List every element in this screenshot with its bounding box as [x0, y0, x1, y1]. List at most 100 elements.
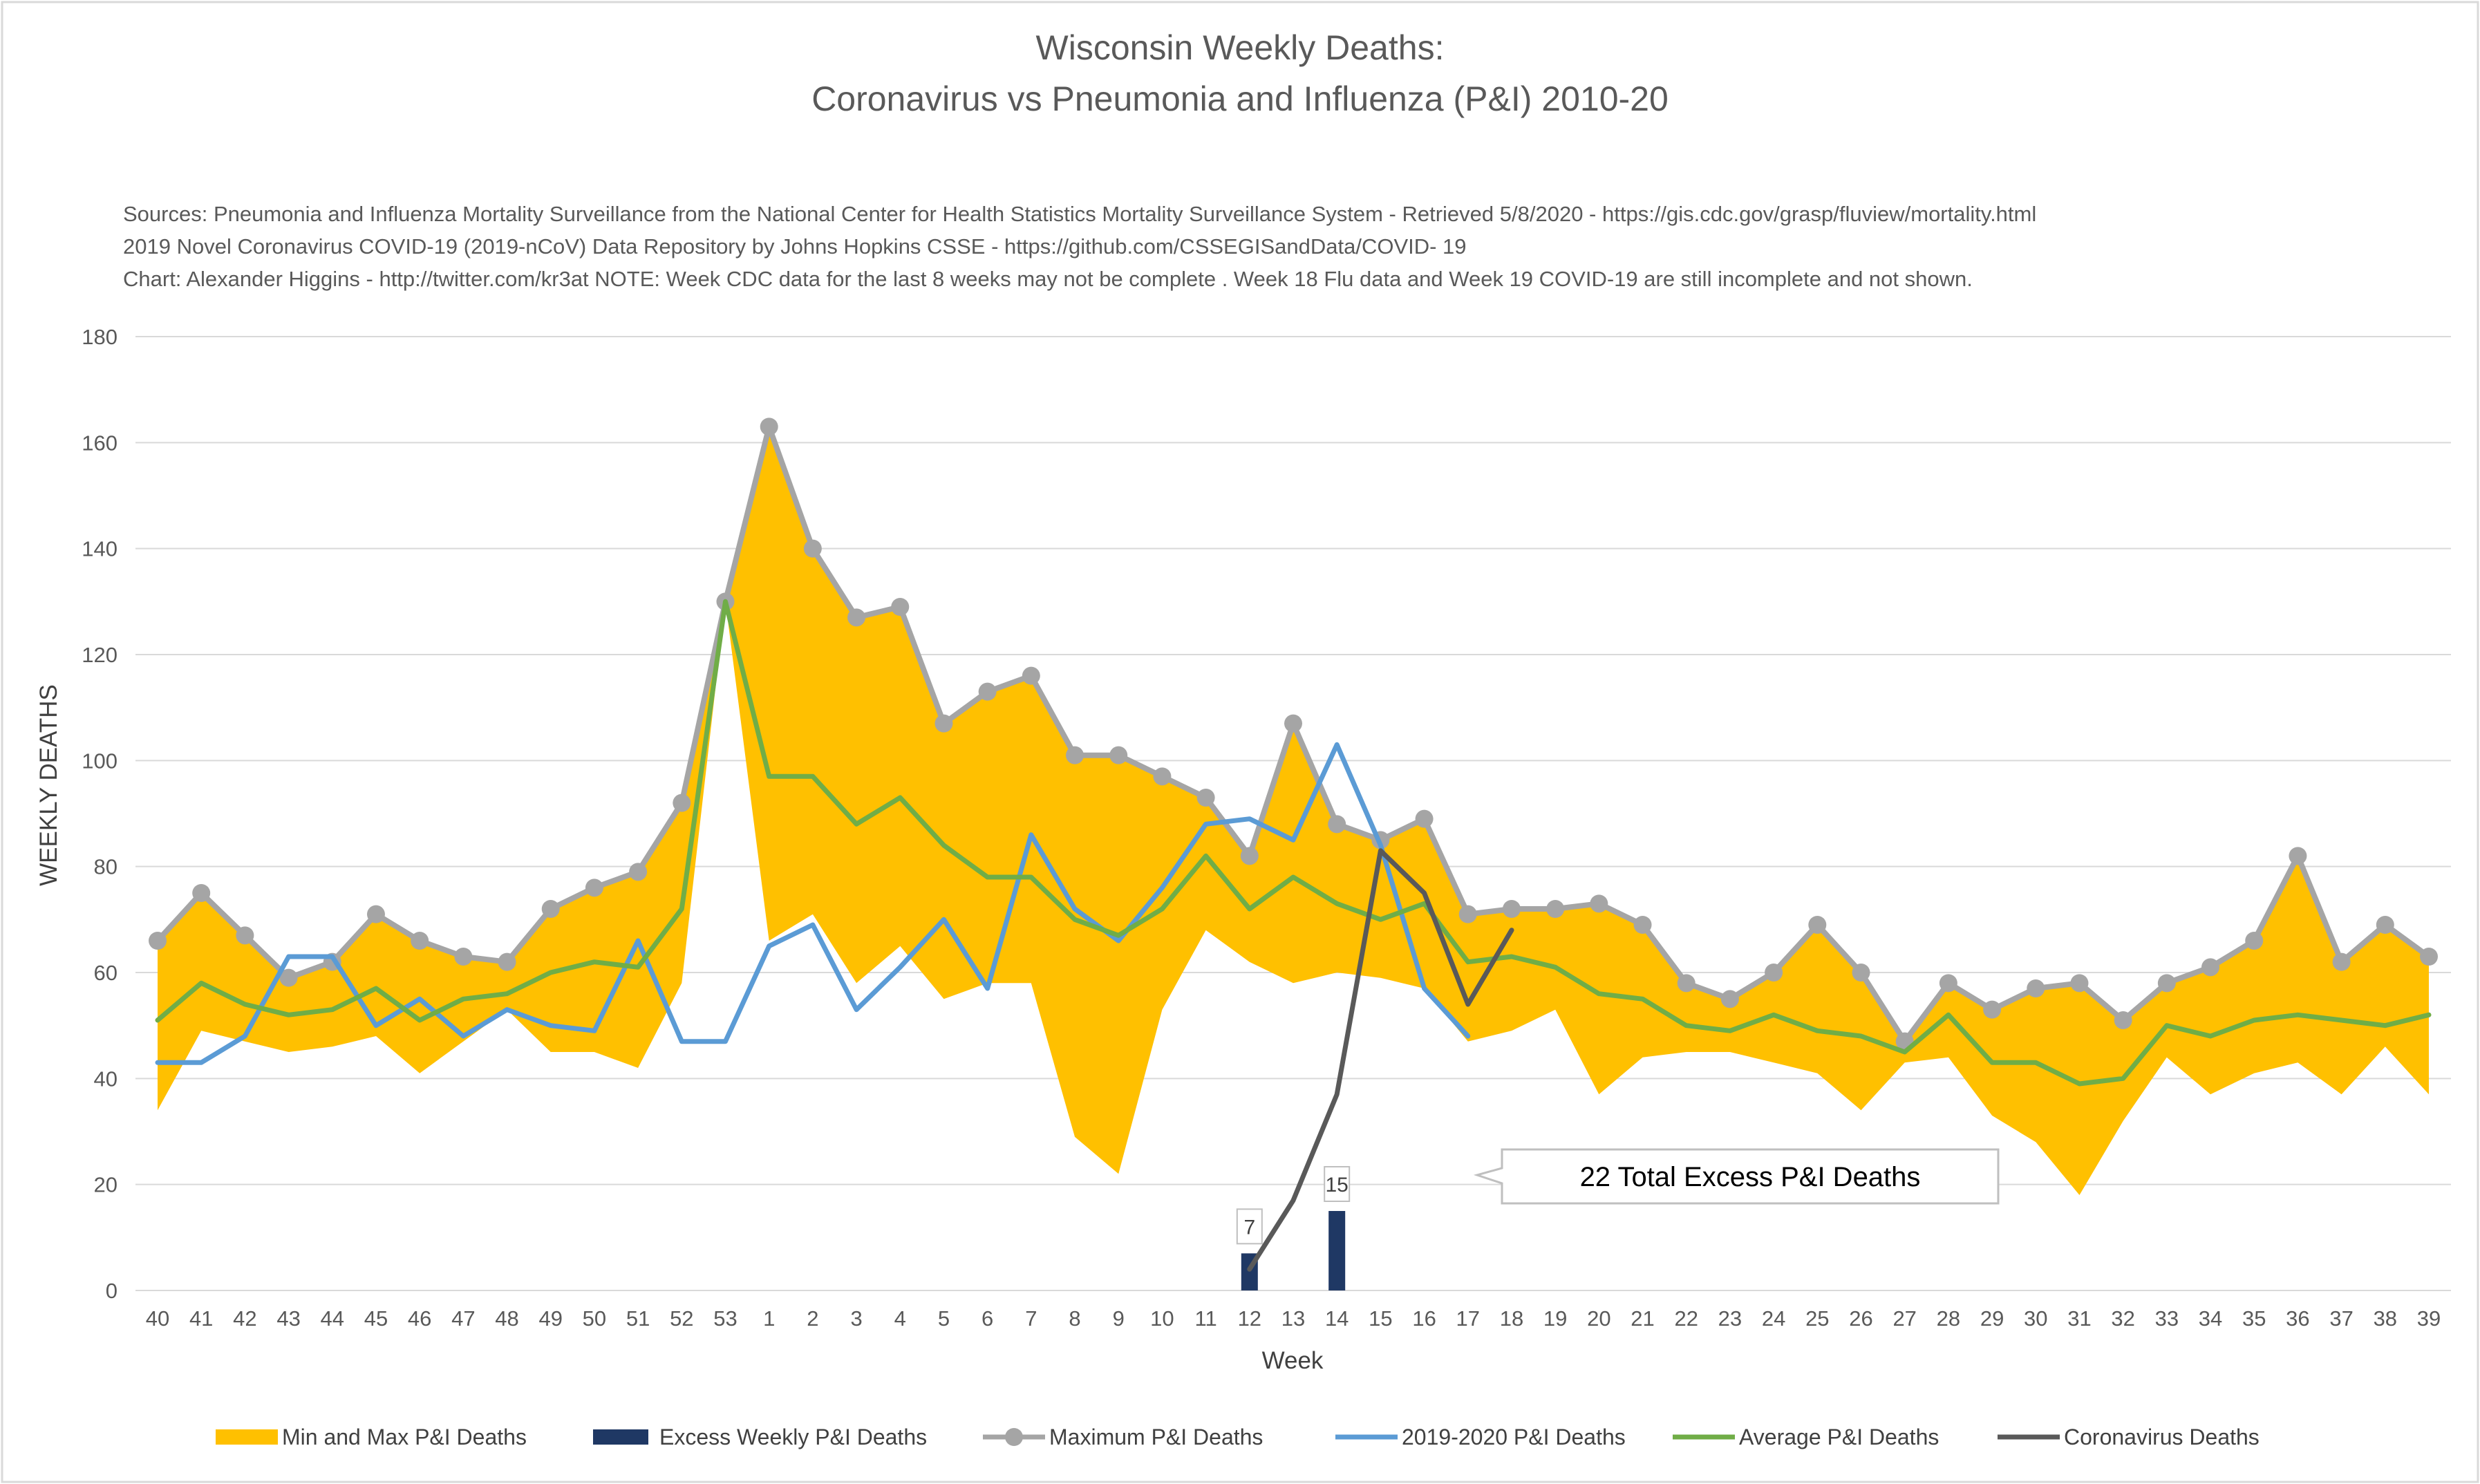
series-marker — [2289, 847, 2307, 865]
chart-title-line1: Wisconsin Weekly Deaths: — [1036, 28, 1445, 67]
x-tick-label: 23 — [1718, 1306, 1742, 1331]
y-tick-label: 120 — [82, 643, 118, 667]
series-marker — [847, 608, 866, 627]
x-tick-label: 45 — [364, 1306, 388, 1331]
x-tick-label: 4 — [894, 1306, 906, 1331]
x-axis-ticks: 40 41 42 43 44 45 46 47 48 49 50 51 52 53 1 2 3 4 5 6 7 8 9 10 1… — [146, 1306, 2441, 1331]
legend-marker — [1005, 1428, 1023, 1446]
series-marker — [1677, 974, 1695, 993]
series-marker — [2114, 1011, 2132, 1029]
x-tick-label: 50 — [583, 1306, 606, 1331]
series-marker — [411, 932, 429, 950]
x-tick-label: 11 — [1195, 1306, 1217, 1331]
x-tick-label: 1 — [763, 1306, 775, 1331]
series-marker — [2070, 974, 2089, 993]
legend-label: Coronavirus Deaths — [2064, 1425, 2260, 1449]
series-marker — [1546, 900, 1565, 918]
legend-label: 2019-2020 P&I Deaths — [1402, 1425, 1626, 1449]
legend-label: Average P&I Deaths — [1739, 1425, 1939, 1449]
series-marker — [673, 793, 691, 812]
series-marker — [1196, 789, 1215, 807]
x-tick-label: 38 — [2374, 1306, 2397, 1331]
series-marker — [454, 948, 473, 966]
legend-label: Excess Weekly P&I Deaths — [659, 1425, 927, 1449]
series-marker — [585, 879, 603, 897]
x-tick-label: 30 — [2024, 1306, 2047, 1331]
legend-label: Min and Max P&I Deaths — [282, 1425, 527, 1449]
x-tick-label: 34 — [2199, 1306, 2222, 1331]
data-label: 15 — [1326, 1174, 1349, 1196]
series-line — [155, 599, 2432, 1087]
series-marker — [1808, 916, 1827, 934]
legend: Min and Max P&I Deaths Excess Weekly P&I … — [216, 1425, 2260, 1449]
series-marker — [192, 884, 211, 902]
series-marker — [1939, 974, 1957, 993]
x-tick-label: 13 — [1281, 1306, 1305, 1331]
series-marker — [2245, 932, 2264, 950]
source-line-3: Chart: Alexander Higgins - http://twitte… — [123, 267, 1973, 291]
x-tick-label: 47 — [451, 1306, 475, 1331]
x-tick-label: 42 — [233, 1306, 256, 1331]
x-tick-label: 2 — [807, 1306, 818, 1331]
y-tick-label: 100 — [82, 749, 118, 773]
x-tick-label: 10 — [1150, 1306, 1174, 1331]
chart-title-line2: Coronavirus vs Pneumonia and Influenza (… — [811, 79, 1669, 118]
series-marker — [1502, 900, 1521, 918]
y-tick-label: 60 — [94, 961, 118, 985]
series-marker — [1765, 964, 1783, 981]
x-tick-label: 14 — [1325, 1306, 1349, 1331]
x-tick-label: 20 — [1587, 1306, 1610, 1331]
x-tick-label: 31 — [2067, 1306, 2091, 1331]
series-marker — [2157, 974, 2176, 993]
x-tick-label: 53 — [713, 1306, 737, 1331]
series-marker — [2332, 952, 2351, 971]
series-marker — [803, 539, 822, 558]
x-tick-label: 39 — [2417, 1306, 2441, 1331]
series-marker — [1983, 1000, 2002, 1019]
x-tick-label: 6 — [981, 1306, 993, 1331]
x-tick-label: 51 — [626, 1306, 650, 1331]
legend-swatch — [216, 1429, 278, 1445]
data-label: 7 — [1243, 1216, 1255, 1239]
series-line — [1247, 848, 1514, 1272]
x-tick-label: 5 — [938, 1306, 950, 1331]
series-marker — [2376, 916, 2394, 934]
x-tick-label: 19 — [1543, 1306, 1567, 1331]
x-tick-label: 7 — [1025, 1306, 1037, 1331]
x-tick-label: 15 — [1369, 1306, 1392, 1331]
x-tick-label: 9 — [1113, 1306, 1125, 1331]
y-tick-label: 180 — [82, 325, 118, 349]
x-tick-label: 28 — [1937, 1306, 1960, 1331]
series-marker — [891, 598, 910, 616]
callout-box — [1473, 1148, 2000, 1205]
x-tick-label: 43 — [276, 1306, 300, 1331]
series-marker — [1240, 847, 1259, 865]
x-tick-label: 27 — [1892, 1306, 1916, 1331]
x-tick-label: 41 — [189, 1306, 213, 1331]
series-marker — [1284, 714, 1302, 733]
excess-bar — [1328, 1211, 1346, 1290]
callout-text: 22 Total Excess P&I Deaths — [1580, 1162, 1921, 1192]
excess-bars: 7 15 — [1236, 1166, 1351, 1290]
callout: 22 Total Excess P&I Deaths — [1473, 1148, 2000, 1205]
x-tick-label: 52 — [670, 1306, 693, 1331]
series-marker — [760, 417, 778, 436]
x-tick-label: 44 — [321, 1306, 344, 1331]
gridlines — [135, 336, 2451, 1291]
series-marker — [498, 952, 516, 971]
x-tick-label: 17 — [1456, 1306, 1480, 1331]
y-axis-ticks: 0 20 40 60 80 100 120 140 160 180 — [82, 325, 118, 1303]
x-tick-label: 25 — [1805, 1306, 1829, 1331]
series-marker — [1633, 916, 1652, 934]
x-tick-label: 46 — [408, 1306, 431, 1331]
series-marker — [279, 968, 298, 987]
series-marker — [1590, 894, 1608, 913]
series-marker — [366, 905, 385, 923]
y-tick-label: 40 — [94, 1067, 118, 1091]
source-line-2: 2019 Novel Coronavirus COVID-19 (2019-nC… — [123, 234, 1467, 259]
x-tick-label: 33 — [2155, 1306, 2179, 1331]
x-tick-label: 8 — [1069, 1306, 1080, 1331]
x-tick-label: 3 — [850, 1306, 862, 1331]
min-max-band-area — [158, 426, 2429, 1195]
